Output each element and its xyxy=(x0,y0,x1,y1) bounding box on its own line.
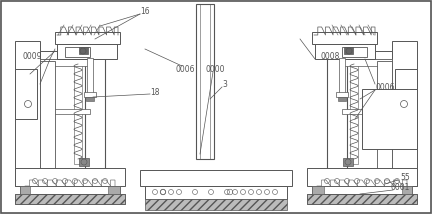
Text: 18: 18 xyxy=(150,88,160,97)
Bar xyxy=(15,41,40,186)
Bar xyxy=(350,64,358,164)
Bar xyxy=(362,89,417,149)
Bar xyxy=(336,92,348,97)
Bar xyxy=(57,44,117,59)
Bar xyxy=(40,109,90,114)
Bar xyxy=(85,46,105,186)
Bar xyxy=(307,194,417,204)
Bar xyxy=(312,186,324,194)
Bar xyxy=(338,97,346,101)
Bar xyxy=(55,32,120,44)
Text: 55: 55 xyxy=(400,172,410,181)
Bar xyxy=(315,44,375,59)
Bar xyxy=(339,58,345,94)
Bar xyxy=(307,168,417,186)
Bar xyxy=(15,194,125,204)
Bar xyxy=(20,186,120,194)
Bar xyxy=(377,61,392,186)
Bar xyxy=(402,186,412,194)
Bar xyxy=(145,186,287,199)
Text: 0001: 0001 xyxy=(391,183,410,193)
Bar xyxy=(79,158,89,166)
Bar xyxy=(307,194,417,204)
Bar xyxy=(343,158,353,166)
Bar xyxy=(395,69,417,119)
Bar xyxy=(344,47,353,54)
Bar xyxy=(86,97,94,101)
Bar xyxy=(15,194,125,204)
Bar xyxy=(392,41,417,186)
Text: 0008: 0008 xyxy=(320,52,340,61)
Bar xyxy=(40,51,90,59)
Text: 3: 3 xyxy=(222,79,227,89)
Bar xyxy=(15,168,125,186)
Text: 0006: 0006 xyxy=(375,83,395,92)
Bar xyxy=(140,170,292,186)
Bar xyxy=(342,59,392,66)
Bar xyxy=(15,69,37,119)
Bar xyxy=(108,186,120,194)
Bar xyxy=(79,47,88,54)
Bar xyxy=(40,59,90,66)
Bar xyxy=(65,47,90,57)
Text: 0009: 0009 xyxy=(22,52,42,61)
Bar xyxy=(196,4,214,159)
Text: 0000: 0000 xyxy=(205,64,225,73)
Bar xyxy=(87,58,93,94)
Bar xyxy=(40,61,55,186)
Bar xyxy=(342,51,392,59)
Bar xyxy=(327,46,347,186)
Bar xyxy=(342,47,367,57)
Bar xyxy=(145,199,287,210)
Bar xyxy=(84,92,96,97)
Bar xyxy=(342,109,392,114)
Bar xyxy=(74,64,82,164)
Bar xyxy=(312,32,377,44)
Text: 0006: 0006 xyxy=(175,64,195,73)
Bar xyxy=(20,186,30,194)
Text: 16: 16 xyxy=(140,6,150,15)
Bar xyxy=(312,186,412,194)
